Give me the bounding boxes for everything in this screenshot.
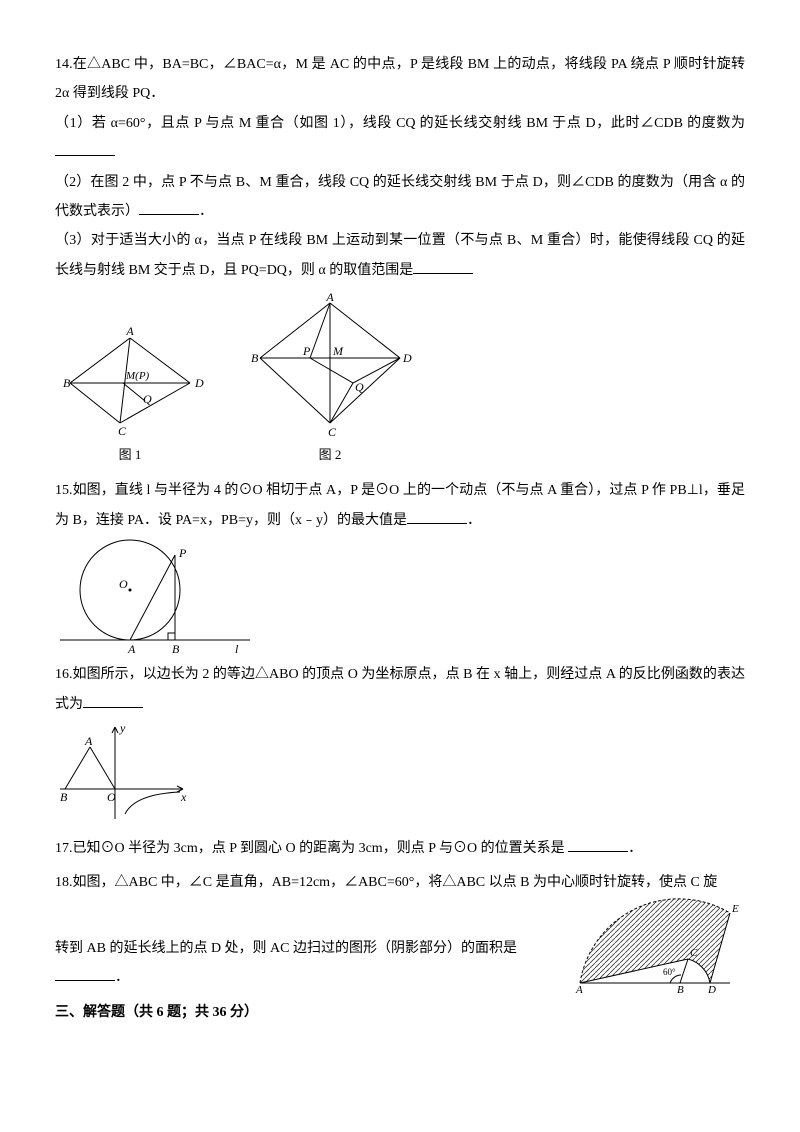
blank-14-3	[413, 258, 473, 274]
diagram-2: A B D C P M Q 图 2	[245, 293, 415, 468]
blank-15	[407, 508, 467, 524]
svg-text:O: O	[119, 577, 128, 591]
q14-part3-text: （3）对于适当大小的 α，当点 P 在线段 BM 上运动到某一位置（不与点 B、…	[55, 233, 745, 277]
svg-text:M(P): M(P)	[125, 370, 150, 382]
diagram-1-label: 图 1	[119, 441, 142, 468]
svg-text:A: A	[127, 642, 136, 655]
svg-text:D: D	[402, 351, 412, 365]
svg-text:B: B	[172, 642, 180, 655]
q17-text: 17.已知⊙O 半径为 3cm，点 P 到圆心 O 的距离为 3cm，则点 P …	[55, 834, 745, 863]
svg-text:Q: Q	[143, 392, 152, 406]
svg-text:A: A	[575, 984, 583, 993]
svg-text:C: C	[118, 424, 127, 438]
q14-part2: （2）在图 2 中，点 P 不与点 B、M 重合，线段 CQ 的延长线交射线 B…	[55, 168, 745, 227]
svg-text:B: B	[63, 376, 71, 390]
q15-text: 15.如图，直线 l 与半径为 4 的⊙O 相切于点 A，P 是⊙O 上的一个动…	[55, 476, 745, 535]
svg-text:y: y	[119, 721, 126, 735]
q14-main: 14.在△ABC 中，BA=BC，∠BAC=α，M 是 AC 的中点，P 是线段…	[55, 50, 745, 109]
diagram-18: A B C D E 60°	[570, 898, 745, 993]
svg-text:O: O	[107, 790, 116, 804]
section-3-title: 三、解答题（共 6 题；共 36 分）	[55, 998, 745, 1027]
q17-start: 17.已知⊙O 半径为 3cm，点 P 到圆心 O 的距离为 3cm，则点 P …	[55, 841, 565, 856]
q14-diagrams: A B D C M(P) Q 图 1	[55, 293, 745, 468]
q18-row: 转到 AB 的延长线上的点 D 处，则 AC 边扫过的图形（阴影部分）的面积是．	[55, 898, 745, 993]
diagram-18-svg: A B C D E 60°	[570, 898, 745, 993]
svg-text:B: B	[251, 351, 259, 365]
problem-18: 18.如图，△ABC 中，∠C 是直角，AB=12cm，∠ABC=60°，将△A…	[55, 868, 745, 992]
diagram-2-label: 图 2	[319, 441, 342, 468]
blank-14-1	[55, 140, 115, 156]
q17-end: ．	[628, 841, 642, 856]
q14-part2-end: ．	[199, 204, 213, 219]
blank-16	[83, 692, 143, 708]
svg-text:P: P	[178, 546, 187, 560]
diagram-1-svg: A B D C M(P) Q	[55, 323, 205, 438]
q18-line1: 18.如图，△ABC 中，∠C 是直角，AB=12cm，∠ABC=60°，将△A…	[55, 868, 745, 897]
diagram-1: A B D C M(P) Q 图 1	[55, 323, 205, 468]
svg-text:C: C	[690, 947, 698, 959]
diagram-2-svg: A B D C P M Q	[245, 293, 415, 438]
q16-start: 16.如图所示，以边长为 2 的等边△ABO 的顶点 O 为坐标原点，点 B 在…	[55, 667, 745, 711]
blank-17	[568, 836, 628, 852]
svg-text:M: M	[332, 344, 344, 358]
svg-text:l: l	[235, 642, 239, 655]
svg-text:Q: Q	[355, 380, 364, 394]
svg-text:B: B	[60, 790, 68, 804]
diagram-15-svg: O P A B l	[55, 535, 255, 655]
q18-line2: 转到 AB 的延长线上的点 D 处，则 AC 边扫过的图形（阴影部分）的面积是．	[55, 934, 565, 993]
svg-text:A: A	[325, 293, 334, 304]
problem-14: 14.在△ABC 中，BA=BC，∠BAC=α，M 是 AC 的中点，P 是线段…	[55, 50, 745, 468]
problem-16: 16.如图所示，以边长为 2 的等边△ABO 的顶点 O 为坐标原点，点 B 在…	[55, 660, 745, 829]
q14-part1: （1）若 α=60°，且点 P 与点 M 重合（如图 1），线段 CQ 的延长线…	[55, 109, 745, 168]
q15-start: 15.如图，直线 l 与半径为 4 的⊙O 相切于点 A，P 是⊙O 上的一个动…	[55, 483, 745, 527]
q14-part1-text: （1）若 α=60°，且点 P 与点 M 重合（如图 1），线段 CQ 的延长线…	[55, 116, 745, 131]
svg-text:x: x	[180, 790, 187, 804]
q14-part3: （3）对于适当大小的 α，当点 P 在线段 BM 上运动到某一位置（不与点 B、…	[55, 226, 745, 285]
q15-end: ．	[467, 513, 481, 528]
svg-text:P: P	[302, 344, 311, 358]
svg-text:C: C	[328, 425, 337, 438]
svg-text:60°: 60°	[663, 967, 676, 977]
q16-text: 16.如图所示，以边长为 2 的等边△ABO 的顶点 O 为坐标原点，点 B 在…	[55, 660, 745, 719]
svg-text:B: B	[677, 984, 684, 993]
svg-text:D: D	[194, 376, 204, 390]
blank-14-2	[139, 199, 199, 215]
problem-15: 15.如图，直线 l 与半径为 4 的⊙O 相切于点 A，P 是⊙O 上的一个动…	[55, 476, 745, 655]
svg-text:A: A	[125, 324, 134, 338]
svg-text:A: A	[84, 734, 93, 748]
diagram-16-svg: y x A B O	[55, 719, 190, 829]
svg-text:E: E	[731, 903, 739, 915]
blank-18	[55, 965, 115, 981]
problem-17: 17.已知⊙O 半径为 3cm，点 P 到圆心 O 的距离为 3cm，则点 P …	[55, 834, 745, 863]
svg-text:D: D	[707, 984, 716, 993]
